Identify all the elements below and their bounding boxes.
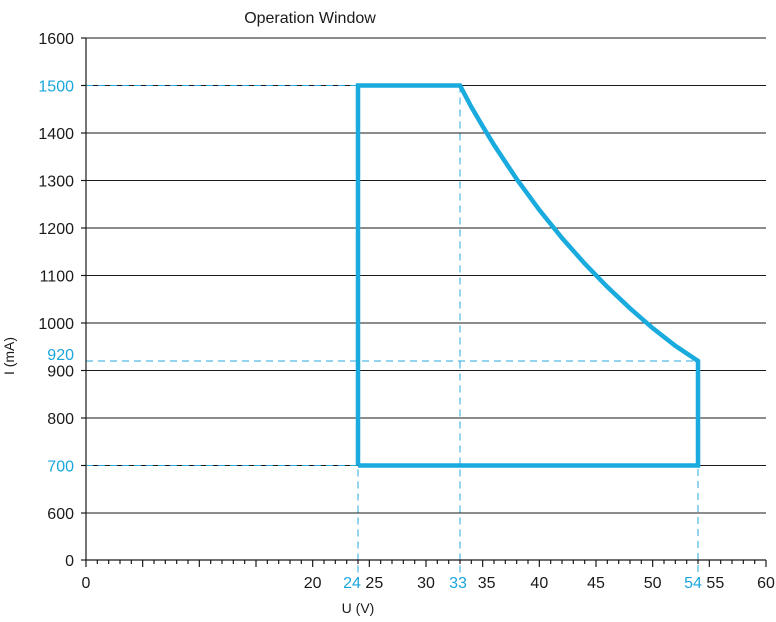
x-tick-label: 30: [417, 575, 435, 592]
y-highlight-label: 920: [47, 347, 74, 364]
x-highlight-label: 24: [343, 575, 361, 592]
y-tick-label: 1100: [40, 269, 75, 286]
x-tick-label: 60: [757, 575, 775, 592]
y-tick-label: 1000: [38, 316, 74, 333]
y-highlight-label: 1500: [38, 79, 74, 96]
x-highlight-label: 54: [684, 575, 702, 592]
y-tick-label: 1300: [38, 174, 74, 191]
x-tick-label: 40: [530, 575, 548, 592]
x-tick-label: 50: [644, 575, 662, 592]
gridlines: [86, 37, 766, 514]
x-tick-label: 35: [478, 575, 496, 592]
y-tick-label: 600: [47, 506, 74, 523]
x-tick-label: 0: [82, 575, 91, 592]
y-tick-label: 0: [65, 553, 74, 570]
y-tick-label: 900: [47, 364, 74, 381]
x-axis-title: U (V): [342, 600, 375, 616]
x-tick-label: 25: [365, 575, 383, 592]
x-highlight-label: 33: [449, 575, 467, 592]
tick-labels: 0 20 25 30 35 40 45 50 55 60 24 33 54 0 600 800 900 1000 1…: [38, 31, 775, 592]
y-highlight-label: 700: [47, 459, 74, 476]
y-tick-label: 1600: [38, 31, 74, 48]
operation-window-boundary: [355, 83, 701, 468]
y-tick-label: 1200: [38, 221, 74, 238]
y-tick-label: 1400: [38, 126, 74, 143]
series-layer: [355, 83, 701, 468]
x-tick-label: 55: [706, 575, 724, 592]
chart-title: Operation Window: [244, 10, 376, 27]
x-tick-label: 45: [587, 575, 605, 592]
x-tick-label: 20: [304, 575, 322, 592]
axes: [81, 37, 767, 567]
guide-lines: [86, 85, 699, 574]
y-axis-title: I (mA): [1, 337, 17, 375]
y-tick-label: 800: [47, 411, 74, 428]
